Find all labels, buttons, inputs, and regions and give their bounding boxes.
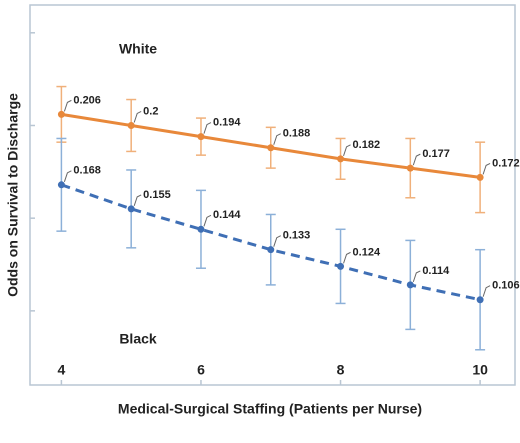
data-point xyxy=(57,110,65,118)
label-leader xyxy=(133,194,142,207)
label-leader xyxy=(203,214,212,227)
data-point xyxy=(127,121,135,129)
label-leader xyxy=(482,285,491,297)
label-leader xyxy=(412,153,421,166)
y-axis-label: Odds on Survival to Discharge xyxy=(5,93,21,297)
data-label: 0.155 xyxy=(143,189,171,201)
data-label: 0.114 xyxy=(422,265,450,277)
plot-frame xyxy=(29,4,516,386)
data-label: 0.182 xyxy=(353,139,381,151)
x-tick-label: 8 xyxy=(337,362,345,378)
data-point xyxy=(127,205,135,213)
data-label: 0.188 xyxy=(283,128,311,140)
data-point xyxy=(476,296,484,304)
label-leader xyxy=(482,162,491,175)
label-leader xyxy=(343,144,351,157)
data-point xyxy=(406,281,414,289)
data-label: 0.144 xyxy=(213,209,241,221)
label-leader xyxy=(203,122,212,134)
annotation: White xyxy=(119,41,157,57)
data-label: 0.194 xyxy=(213,117,241,129)
label-leader xyxy=(63,170,72,182)
data-label: 0.2 xyxy=(143,105,158,117)
x-tick-label: 6 xyxy=(197,362,205,378)
data-point xyxy=(267,246,275,254)
label-leader xyxy=(133,111,142,123)
data-label: 0.172 xyxy=(492,157,520,169)
data-label: 0.133 xyxy=(283,230,311,242)
data-label: 0.177 xyxy=(422,148,450,160)
data-point xyxy=(476,173,484,181)
label-leader xyxy=(273,133,281,145)
data-label: 0.206 xyxy=(73,94,101,106)
data-point xyxy=(197,133,205,141)
annotation: Black xyxy=(119,331,157,347)
x-axis-label: Medical-Surgical Staffing (Patients per … xyxy=(118,401,422,417)
data-point xyxy=(337,262,345,270)
x-tick-label: 4 xyxy=(58,362,66,378)
label-leader xyxy=(63,99,72,112)
data-point xyxy=(406,164,414,172)
data-point xyxy=(337,155,345,163)
data-point xyxy=(57,181,65,189)
label-leader xyxy=(273,235,281,247)
data-point xyxy=(267,144,275,152)
data-point xyxy=(197,225,205,233)
x-tick-label: 10 xyxy=(472,362,488,378)
label-leader xyxy=(412,270,421,283)
data-label: 0.124 xyxy=(353,246,381,258)
label-leader xyxy=(343,251,351,264)
data-label: 0.168 xyxy=(73,165,101,177)
data-label: 0.106 xyxy=(492,280,520,292)
